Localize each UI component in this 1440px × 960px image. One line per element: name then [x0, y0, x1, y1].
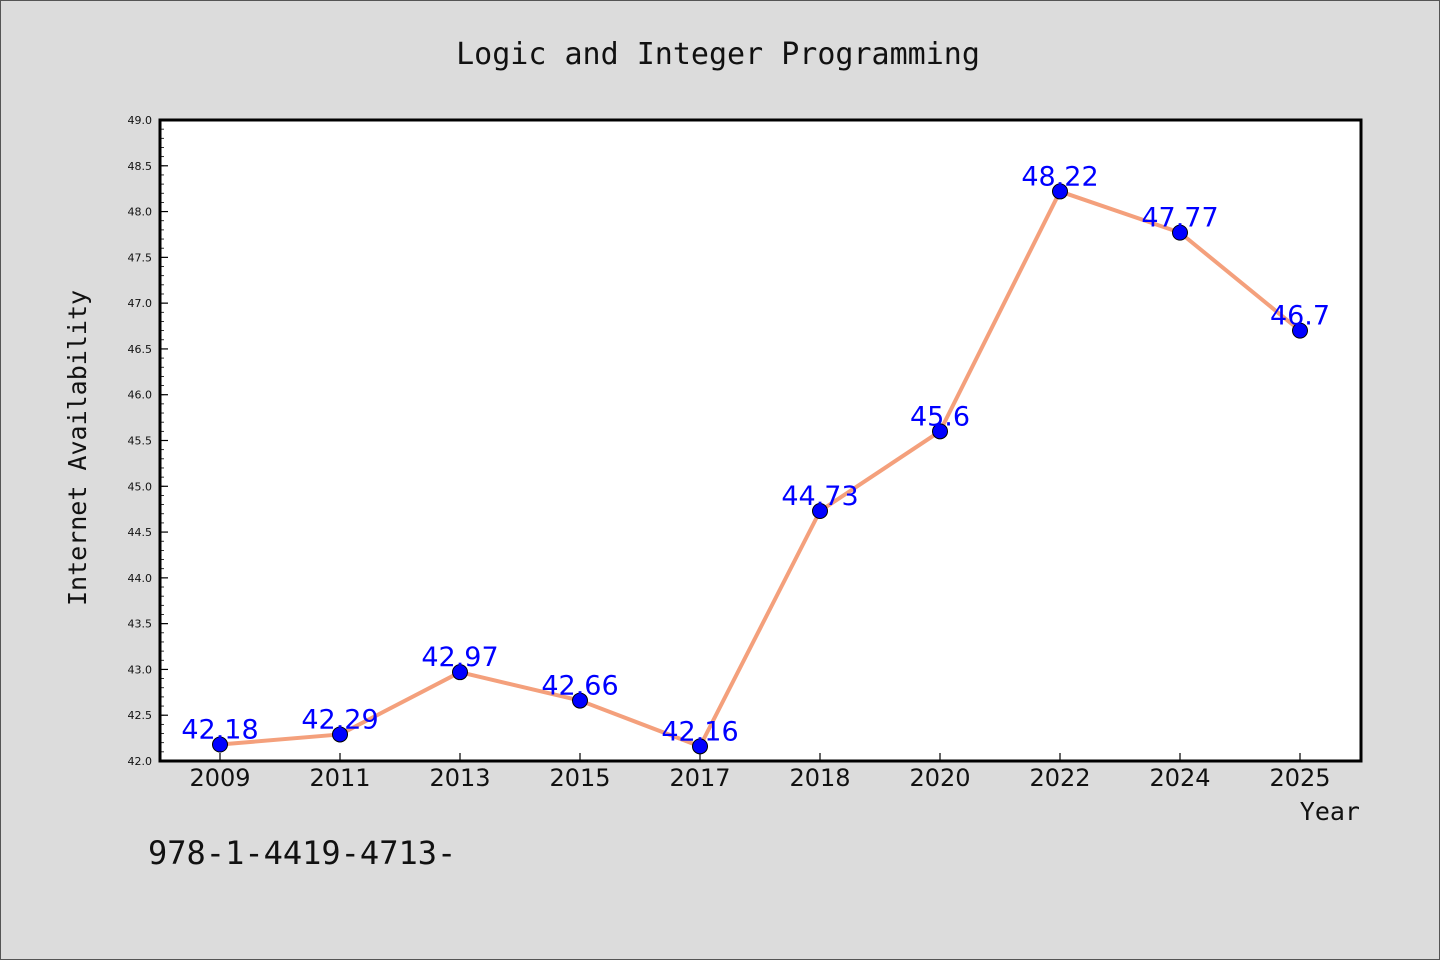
data-label: 44.73	[781, 481, 858, 512]
data-label: 42.66	[541, 671, 618, 702]
x-tick-label: 2022	[1029, 764, 1090, 792]
chart-title: Logic and Integer Programming	[456, 37, 980, 72]
series-layer: 42.18 42.29 42.97 42.66 42.16 44.73 45.6 48.22 4…	[181, 161, 1330, 755]
y-tick-label: 44.0	[128, 572, 153, 585]
x-tick-label: 2011	[309, 764, 370, 792]
y-tick-label: 44.5	[128, 526, 153, 539]
data-point	[1292, 322, 1308, 339]
data-label: 42.29	[301, 704, 378, 735]
y-tick-label: 48.0	[128, 206, 153, 219]
data-point	[1052, 183, 1068, 200]
y-tick-label: 42.0	[128, 755, 153, 768]
x-tick-label: 2013	[429, 764, 490, 792]
data-point	[572, 692, 588, 709]
y-tick-label: 47.5	[128, 251, 153, 264]
data-point	[452, 664, 468, 681]
x-tick-label: 2025	[1269, 764, 1330, 792]
x-tick-label: 2017	[669, 764, 730, 792]
x-tick-label: 2018	[789, 764, 850, 792]
data-point	[932, 423, 948, 440]
x-tick-label: 2020	[909, 764, 970, 792]
y-axis: 42.0 42.5 43.0 43.5 44.0 44.5 45.0 45.5 46.0 46.5…	[128, 114, 168, 768]
x-axis: 2009 2011 2013 2015 2017 2018 2020 2022 2024 2025	[189, 753, 1331, 792]
data-point	[1172, 224, 1188, 241]
data-label: 47.77	[1141, 203, 1218, 234]
x-axis-label: Year	[1300, 797, 1360, 826]
data-point	[692, 738, 708, 755]
y-axis-label: Internet Availability	[63, 290, 92, 606]
footnote-isbn: 978-1-4419-4713-	[148, 834, 456, 872]
y-tick-label: 43.0	[128, 663, 153, 676]
y-tick-label: 46.0	[128, 389, 153, 402]
y-tick-label: 43.5	[128, 618, 153, 631]
series-line	[219, 189, 1302, 749]
y-tick-label: 42.5	[128, 709, 153, 722]
x-tick-label: 2015	[549, 764, 610, 792]
y-tick-label: 49.0	[128, 114, 153, 127]
data-label: 42.97	[421, 642, 498, 673]
data-label: 42.16	[661, 716, 738, 747]
data-point	[212, 736, 228, 753]
y-tick-label: 47.0	[128, 297, 153, 310]
data-label: 46.7	[1270, 301, 1330, 332]
y-tick-label: 45.0	[128, 480, 153, 493]
data-label: 42.18	[181, 715, 258, 746]
y-tick-label: 45.5	[128, 435, 153, 448]
x-tick-label: 2009	[189, 764, 250, 792]
y-tick-label: 46.5	[128, 343, 153, 356]
data-point	[812, 503, 828, 520]
y-tick-label: 48.5	[128, 160, 153, 173]
data-label: 48.22	[1021, 161, 1098, 192]
data-point	[332, 726, 348, 743]
x-tick-label: 2024	[1149, 764, 1210, 792]
data-label: 45.6	[910, 401, 970, 432]
